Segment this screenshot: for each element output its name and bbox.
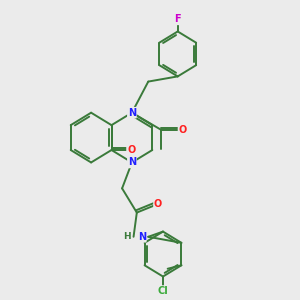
Text: O: O bbox=[178, 125, 187, 135]
Text: N: N bbox=[128, 108, 136, 118]
Text: N: N bbox=[138, 232, 146, 242]
Text: H: H bbox=[123, 232, 131, 241]
Text: O: O bbox=[127, 145, 135, 155]
Text: Cl: Cl bbox=[158, 286, 168, 296]
Text: O: O bbox=[154, 199, 162, 209]
Text: N: N bbox=[128, 158, 136, 167]
Text: F: F bbox=[174, 14, 181, 24]
